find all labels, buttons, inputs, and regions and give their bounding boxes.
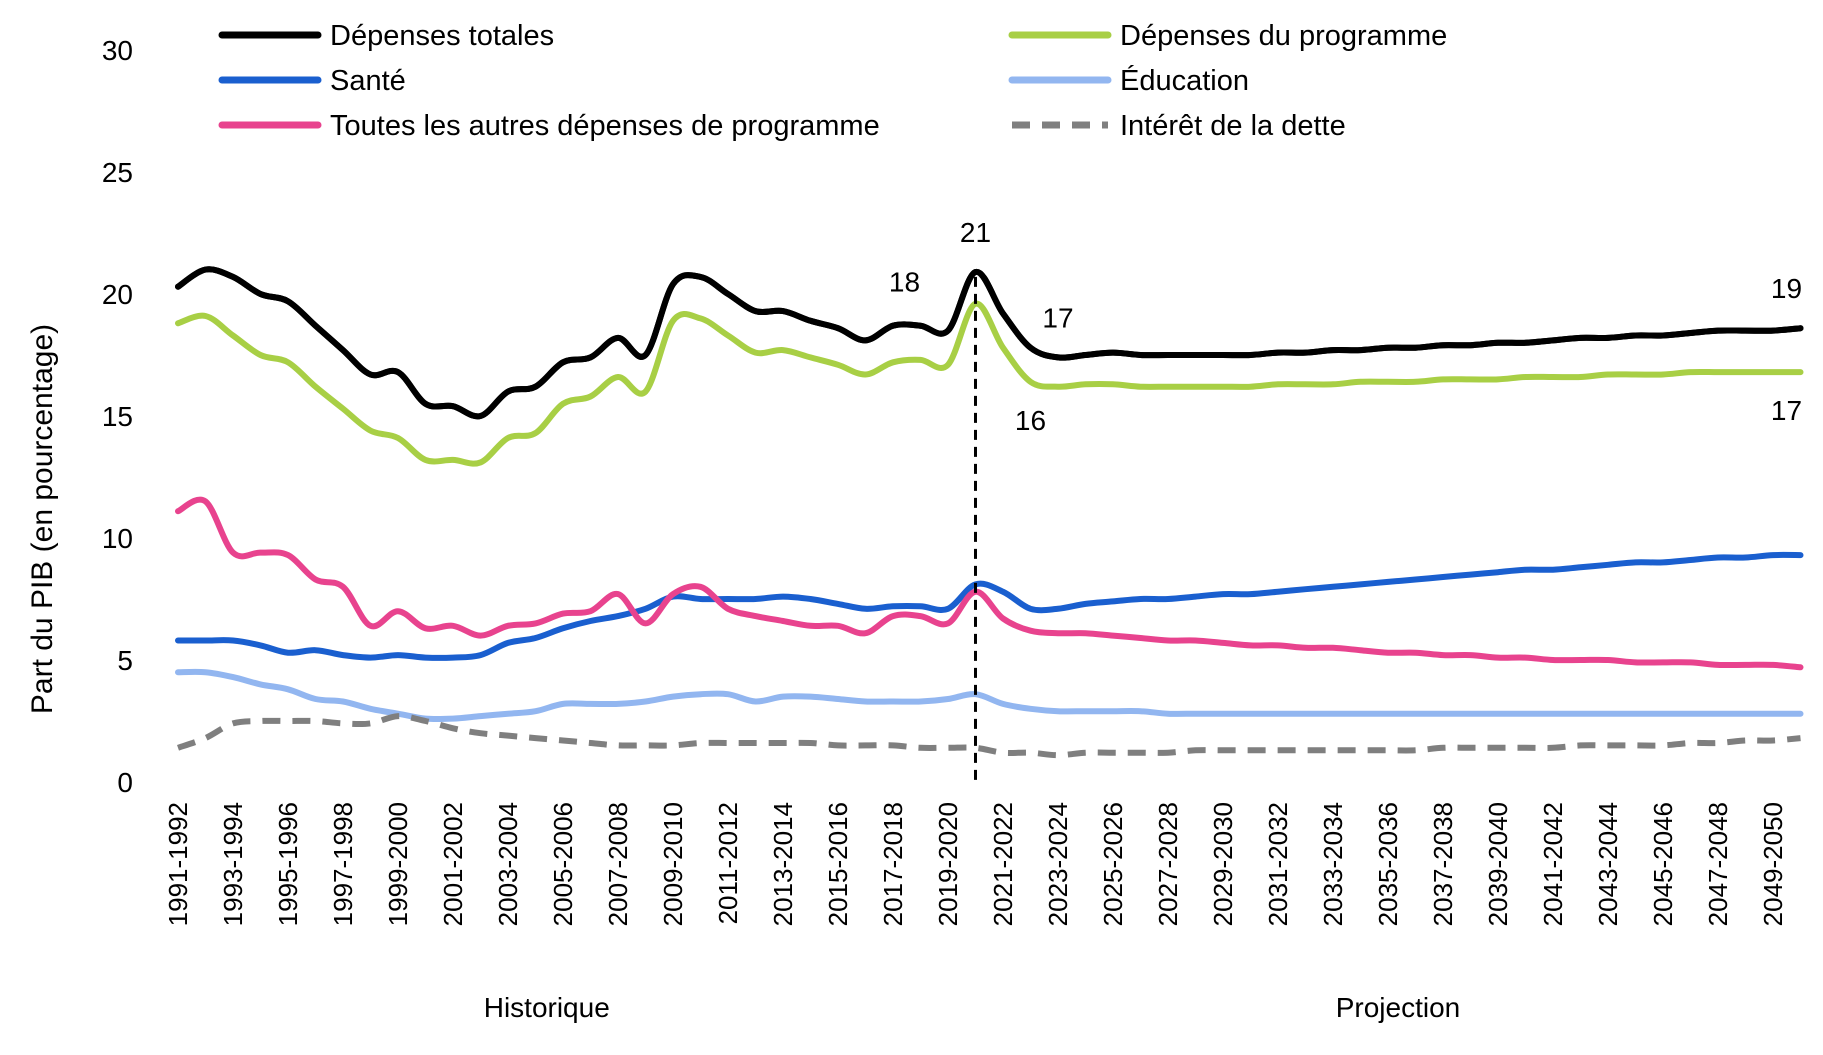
y-tick-label: 15 — [102, 401, 133, 432]
x-tick-label: 2027-2028 — [1153, 802, 1183, 926]
x-tick-label: 2037-2038 — [1428, 802, 1458, 926]
x-tick-label: 2025-2026 — [1098, 802, 1128, 926]
x-tick-label: 2041-2042 — [1538, 802, 1568, 926]
legend-label-interet-de-la-dette: Intérêt de la dette — [1120, 110, 1346, 142]
data-label: 21 — [960, 217, 991, 248]
x-tick-label: 2033-2034 — [1318, 802, 1348, 926]
legend-label-sante: Santé — [330, 65, 406, 97]
x-tick-label: 2029-2030 — [1208, 802, 1238, 926]
series-line-interet-de-la-dette — [177, 713, 1801, 759]
x-tick-label: 2011-2012 — [713, 802, 743, 924]
x-axis: 1991-1992 1993-1994 1995-1996 1997-1998 1999… — [163, 802, 1788, 1023]
series-line-overlay-depenses-totales — [175, 266, 1804, 420]
x-tick-label: 2047-2048 — [1703, 802, 1733, 926]
x-tick-label: 2049-2050 — [1758, 802, 1788, 926]
data-label: 16 — [1015, 405, 1046, 436]
x-tick-label: 2013-2014 — [768, 802, 798, 926]
x-tick-label: 1993-1994 — [218, 802, 248, 926]
x-tick-label: 2021-2022 — [988, 802, 1018, 926]
x-tick-label: 1999-2000 — [383, 802, 413, 926]
x-tick-label: 2003-2004 — [493, 802, 523, 926]
y-tick-label: 0 — [117, 767, 133, 798]
y-tick-label: 10 — [102, 523, 133, 554]
y-tick-label: 30 — [102, 35, 133, 66]
y-axis: 0 5 10 15 20 25 30 — [102, 35, 133, 798]
legend-label-education: Éducation — [1120, 64, 1249, 97]
y-tick-label: 25 — [102, 157, 133, 188]
x-tick-label: 1997-1998 — [328, 802, 358, 926]
series-line-depenses-du-programme — [175, 300, 1804, 467]
legend: Dépenses totales Dépenses du programme San… — [218, 20, 1447, 142]
x-tick-label: 2043-2044 — [1593, 802, 1623, 926]
data-label: 17 — [1771, 395, 1802, 426]
x-tick-label: 2019-2020 — [933, 802, 963, 926]
x-tick-label: 2035-2036 — [1373, 802, 1403, 926]
x-tick-label: 2039-2040 — [1483, 802, 1513, 926]
x-tick-label: 2023-2024 — [1043, 802, 1073, 926]
section-label-projection: Projection — [1336, 992, 1461, 1023]
annotation-layer: 21 18 17 16 19 17 — [889, 217, 1802, 436]
section-label-historique: Historique — [484, 992, 610, 1023]
x-tick-label: 2017-2018 — [878, 802, 908, 926]
x-tick-label: 2007-2008 — [603, 802, 633, 926]
legend-label-depenses-totales: Dépenses totales — [330, 20, 554, 52]
data-label: 17 — [1042, 302, 1073, 333]
x-tick-label: 2015-2016 — [823, 802, 853, 926]
series-line-education — [175, 668, 1804, 723]
x-tick-label: 2009-2010 — [658, 802, 688, 926]
data-label: 19 — [1771, 273, 1802, 304]
x-tick-label: 2005-2006 — [548, 802, 578, 926]
series-line-toutes-les-autres-depenses-de-programme — [175, 496, 1804, 671]
y-tick-label: 5 — [117, 645, 133, 676]
y-tick-label: 20 — [102, 279, 133, 310]
x-tick-label: 1991-1992 — [163, 802, 193, 926]
x-tick-label: 1995-1996 — [273, 802, 303, 926]
data-label: 18 — [889, 267, 920, 298]
x-tick-label: 2031-2032 — [1263, 802, 1293, 926]
series-layer — [175, 266, 1804, 759]
x-tick-label: 2001-2002 — [438, 802, 468, 926]
x-tick-label: 2045-2046 — [1648, 802, 1678, 926]
legend-label-depenses-du-programme: Dépenses du programme — [1120, 20, 1447, 52]
y-axis-title: Part du PIB (en pourcentage) — [26, 324, 59, 714]
legend-label-toutes-les-autres-depenses-de-programme: Toutes les autres dépenses de programme — [330, 110, 880, 142]
series-line-sante — [175, 551, 1804, 661]
